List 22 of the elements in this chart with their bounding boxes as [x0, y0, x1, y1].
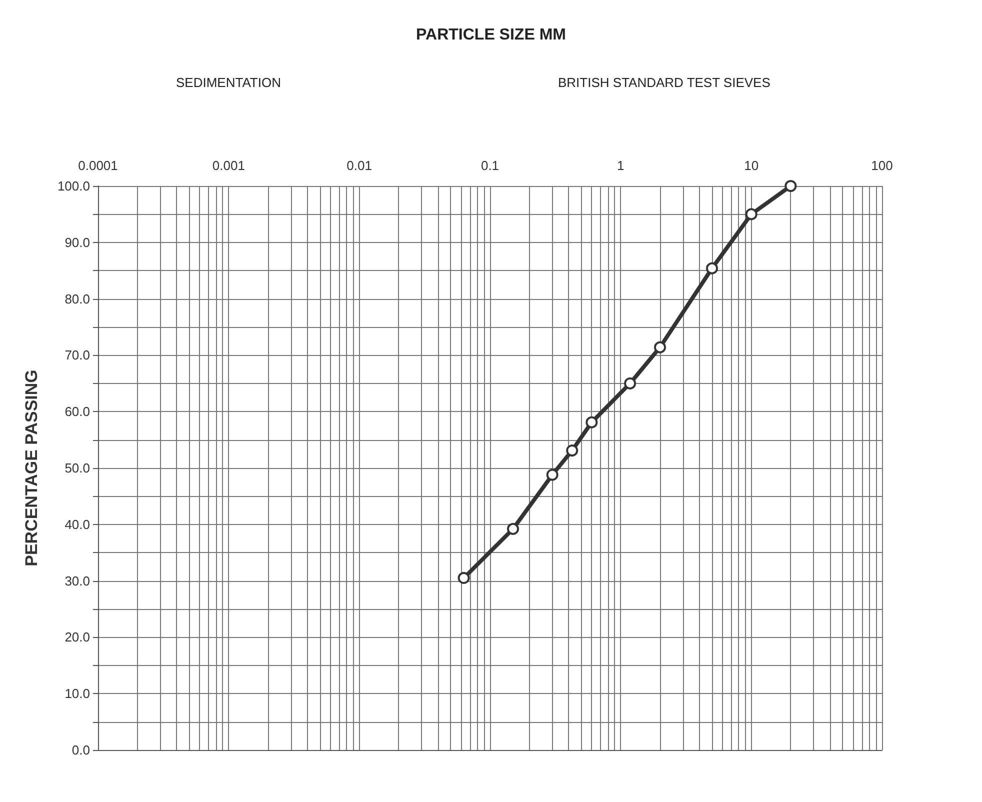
- y-tick-label: 30.0: [64, 573, 90, 588]
- y-tick-label: 100.0: [57, 178, 90, 194]
- chart-title: PARTICLE SIZE MM: [416, 26, 566, 44]
- y-tick-label: 50.0: [64, 460, 90, 476]
- y-tick-label: 80.0: [64, 291, 90, 306]
- y-tick-label: 60.0: [64, 404, 90, 420]
- x-tick-label: 100: [871, 158, 893, 173]
- y-tick-label: 10.0: [64, 686, 90, 702]
- x-tick-label: 0.01: [346, 158, 372, 173]
- text: SEDIMENTATION: [176, 75, 281, 90]
- x-tick-label: 0.1: [480, 158, 500, 173]
- x-tick-label: 10: [744, 158, 759, 173]
- x-tick-label: 0.001: [212, 158, 245, 173]
- y-tick-label: 90.0: [64, 234, 90, 250]
- y-tick-label: 20.0: [64, 630, 90, 645]
- x-tick-label: 1: [617, 158, 624, 173]
- text: BRITISH STANDARD TEST SIEVES: [558, 75, 771, 90]
- y-tick-label: 70.0: [64, 348, 90, 363]
- y-tick-label: 40.0: [64, 516, 90, 532]
- x-tick-label: 0.0001: [78, 158, 118, 173]
- y-tick-label: 0.0: [72, 742, 90, 758]
- y-axis-title: PERCENTAGE PASSING: [22, 370, 41, 566]
